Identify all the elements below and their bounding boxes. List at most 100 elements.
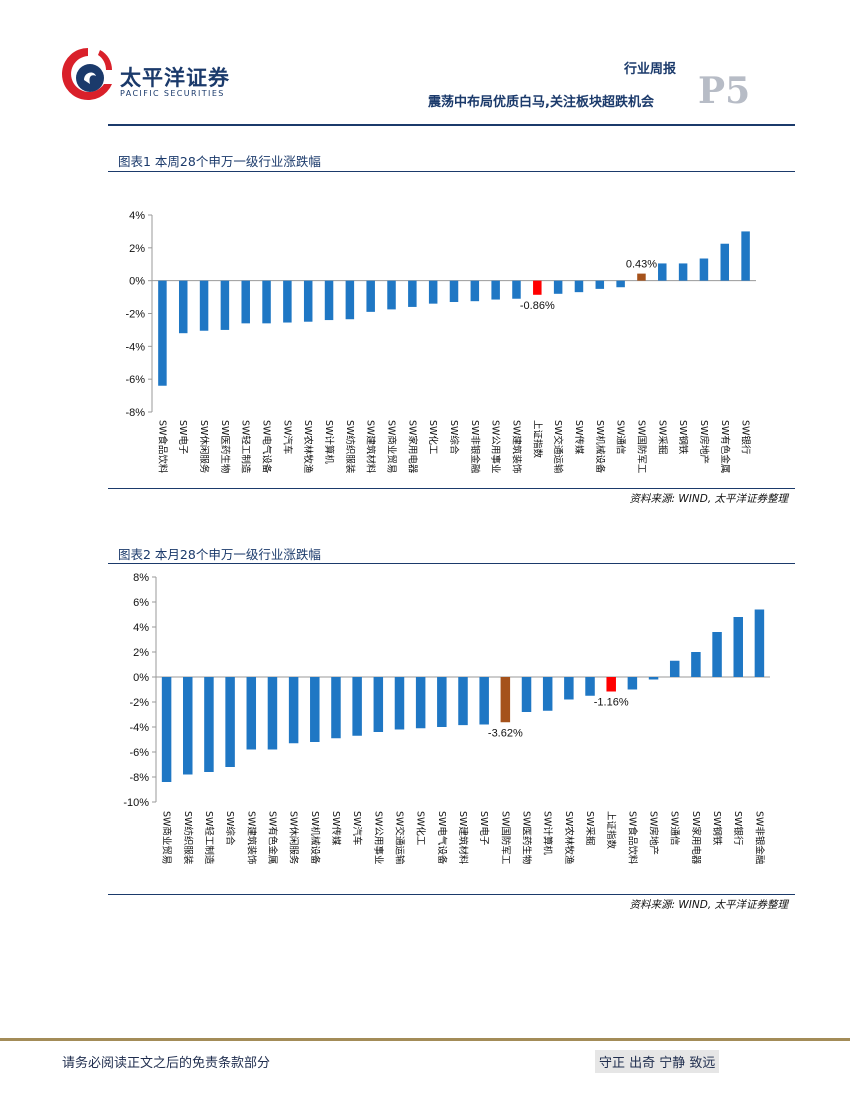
bar-SW综合 <box>225 677 235 767</box>
bar-SW交通运输 <box>553 280 563 294</box>
y-tick-label: 8% <box>133 572 149 584</box>
bar-SW房地产 <box>699 258 709 281</box>
bar-SW采掘 <box>585 677 595 696</box>
category-label: SW纺织服装 <box>344 420 356 474</box>
logo-english-name: PACIFIC SECURITIES <box>120 89 225 98</box>
category-label: SW有色金属 <box>266 811 278 864</box>
category-label: SW汽车 <box>281 420 293 454</box>
category-label: SW轻工制造 <box>203 811 215 865</box>
bar-SW钢铁 <box>712 632 722 677</box>
bar-SW食品饮料 <box>158 280 167 386</box>
bar-SW汽车 <box>283 280 292 323</box>
footer-rule <box>0 1038 850 1041</box>
bar-SW计算机 <box>324 280 334 321</box>
category-label: SW机械设备 <box>309 811 321 865</box>
y-tick-label: -6% <box>129 747 149 759</box>
bar-SW食品饮料 <box>627 677 638 690</box>
bar-SW非银金融 <box>754 609 765 677</box>
category-label: SW农林牧渔 <box>563 811 575 865</box>
figure-2-top-rule <box>108 563 795 564</box>
bar-SW电气设备 <box>262 280 271 324</box>
bar-SW计算机 <box>542 677 553 711</box>
category-label: SW电子 <box>478 811 490 846</box>
bar-SW建筑材料 <box>366 280 375 312</box>
bar-上证指数 <box>606 677 616 692</box>
category-label: SW交通运输 <box>393 811 405 865</box>
category-label: SW机械设备 <box>594 420 606 474</box>
bar-SW农林牧渔 <box>564 677 574 700</box>
bar-SW综合 <box>449 280 459 303</box>
bar-SW建筑材料 <box>458 677 468 726</box>
figure-1-source: 资料来源: WIND, 太平洋证券整理 <box>629 493 788 505</box>
category-label: SW银行 <box>740 420 752 455</box>
bar-SW建筑装饰 <box>512 280 521 299</box>
bar-SW传媒 <box>331 677 341 739</box>
category-label: SW建筑装饰 <box>245 811 257 864</box>
figure-1-title: 图表1 本周28个申万一级行业涨跌幅 <box>118 154 321 169</box>
figure-2-title: 图表2 本月28个申万一级行业涨跌幅 <box>118 547 321 562</box>
category-label: SW食品饮料 <box>626 811 638 865</box>
bar-SW钢铁 <box>678 263 688 281</box>
bar-SW电子 <box>479 677 489 725</box>
bar-SW休闲服务 <box>288 677 299 744</box>
bar-上证指数 <box>533 280 542 295</box>
report-subtitle: 震荡中布局优质白马,关注板块超跌机会 <box>428 95 654 110</box>
y-tick-label: 2% <box>133 647 149 659</box>
category-label: 上证指数 <box>531 420 543 459</box>
category-label: SW公用事业 <box>490 420 502 473</box>
bar-SW银行 <box>741 231 750 281</box>
company-logo-icon <box>62 48 112 100</box>
y-tick-label: -6% <box>125 374 145 386</box>
category-label: SW农林牧渔 <box>302 420 314 474</box>
category-label: SW通信 <box>669 811 681 845</box>
category-label: SW有色金属 <box>719 420 731 473</box>
category-label: SW交通运输 <box>552 420 564 474</box>
category-label: SW房地产 <box>648 811 660 855</box>
page-number: P5 <box>698 70 751 112</box>
footer-motto: 守正 出奇 宁静 致远 <box>595 1050 720 1073</box>
bar-SW非银金融 <box>470 280 480 302</box>
figure-2-bottom-rule <box>108 894 795 895</box>
y-tick-label: -8% <box>125 407 145 419</box>
figure-1-bar-chart: 4% 2% 0% -2% -4% -6% -8% SW食品饮料 SW电子 SW休闲服务 SW医药生物… <box>125 210 756 474</box>
bar-SW商业贸易 <box>161 677 172 782</box>
category-label: SW家用电器 <box>406 420 418 474</box>
category-label: SW国防军工 <box>635 420 647 474</box>
logo-chinese-name: 太平洋证券 <box>120 66 230 90</box>
category-label: SW计算机 <box>323 420 335 464</box>
bar-SW国防军工 <box>637 273 646 281</box>
bar-SW商业贸易 <box>387 280 396 310</box>
category-label: SW通信 <box>615 420 627 454</box>
category-label: SW商业贸易 <box>386 420 398 473</box>
bar-SW国防军工 <box>500 677 511 723</box>
y-tick-label: 6% <box>133 597 149 609</box>
bar-SW传媒 <box>574 280 584 293</box>
bar-SW电子 <box>178 280 188 334</box>
bar-SW化工 <box>428 280 438 304</box>
category-label: SW商业贸易 <box>161 811 173 864</box>
category-label: SW医药生物 <box>521 811 533 865</box>
bar-SW轻工制造 <box>241 280 250 324</box>
category-label: SW钢铁 <box>677 420 689 455</box>
bar-SW建筑装饰 <box>246 677 257 750</box>
category-label: SW计算机 <box>542 811 554 855</box>
y-tick-label: 2% <box>129 243 145 255</box>
bar-SW机械设备 <box>595 280 605 289</box>
category-label: SW建筑材料 <box>365 420 377 474</box>
bar-SW家用电器 <box>408 280 417 307</box>
y-tick-label: -4% <box>125 341 145 353</box>
category-label: SW医药生物 <box>219 420 231 474</box>
figure-2-bar-chart: 8% 6% 4% 2% 0% -2% -4% -6% -8% -10% SW商业贸易 SW纺织服装 SW… <box>123 572 770 865</box>
bar-SW化工 <box>415 677 426 729</box>
bar-SW银行 <box>733 617 743 677</box>
y-tick-label: -2% <box>129 697 149 709</box>
category-label: SW非银金融 <box>753 811 765 865</box>
category-label: SW银行 <box>732 811 744 846</box>
category-label: SW建筑材料 <box>457 811 469 865</box>
category-label: SW传媒 <box>573 420 585 455</box>
bar-SW公用事业 <box>373 677 384 732</box>
bar-SW汽车 <box>352 677 362 736</box>
data-label: -1.16% <box>594 697 629 709</box>
report-type: 行业周报 <box>624 62 677 77</box>
bar-SW有色金属 <box>267 677 278 750</box>
